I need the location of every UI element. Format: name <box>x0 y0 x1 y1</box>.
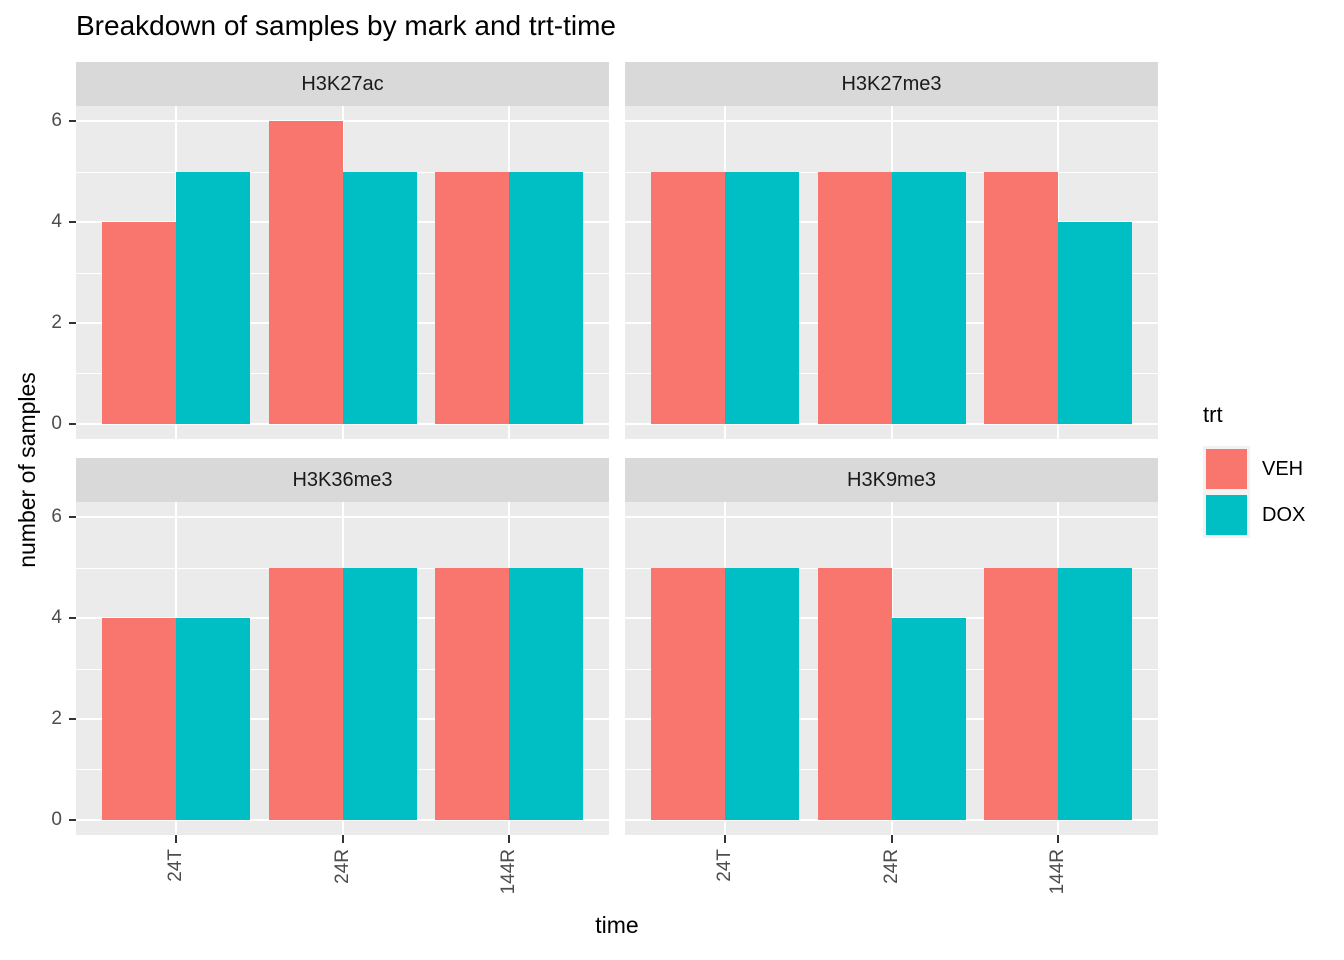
facet-panel-H3K27ac <box>76 106 609 439</box>
y-tick-label: 2 <box>51 311 62 333</box>
legend-entry-dox: DOX <box>1203 492 1305 538</box>
y-tick-label: 2 <box>51 707 62 729</box>
bar-dox-24T <box>175 171 250 424</box>
facet-label: H3K36me3 <box>292 468 393 491</box>
y-tick-mark <box>69 818 76 821</box>
gridline-major <box>625 617 1158 620</box>
facet-panel-H3K36me3 <box>76 502 609 835</box>
bar-veh-144R <box>435 567 510 820</box>
x-tick-label: 24R <box>880 849 902 884</box>
facet-panel-H3K27me3 <box>625 106 1158 439</box>
bar-veh-24R <box>817 171 892 424</box>
bar-veh-144R <box>984 171 1059 424</box>
x-tick-mark <box>174 835 177 843</box>
y-tick-mark <box>69 617 76 620</box>
bar-veh-24R <box>268 567 343 820</box>
y-tick-label: 4 <box>51 211 62 233</box>
gridline-minor <box>625 567 1158 569</box>
x-tick-mark <box>341 835 344 843</box>
facet-strip-H3K27me3: H3K27me3 <box>625 62 1158 106</box>
x-tick-mark <box>508 835 511 843</box>
bar-veh-24T <box>101 618 176 820</box>
x-tick-label: 24T <box>164 849 186 882</box>
legend-key <box>1203 446 1250 492</box>
y-tick-mark <box>69 516 76 519</box>
x-tick-label: 24R <box>331 849 353 884</box>
legend-label: VEH <box>1262 457 1304 480</box>
x-tick-label: 24T <box>713 849 735 882</box>
facet-label: H3K9me3 <box>847 468 936 491</box>
bar-dox-24T <box>724 171 799 424</box>
y-tick-mark <box>69 717 76 720</box>
gridline-major <box>625 120 1158 123</box>
bar-veh-24T <box>650 567 725 820</box>
y-tick-label: 6 <box>51 110 62 132</box>
bar-dox-24R <box>891 171 966 424</box>
bar-veh-24T <box>650 171 725 424</box>
y-tick-label: 6 <box>51 506 62 528</box>
bar-dox-144R <box>1058 567 1133 820</box>
bar-dox-24T <box>175 618 250 820</box>
y-axis-title: number of samples <box>14 372 40 568</box>
x-tick-label: 144R <box>1047 849 1069 895</box>
legend-label: DOX <box>1262 503 1306 526</box>
bar-veh-24T <box>101 222 176 424</box>
legend-keys: VEH DOX <box>1203 446 1305 538</box>
gridline-major <box>76 516 609 519</box>
chart-title: Breakdown of samples by mark and trt-tim… <box>76 10 616 41</box>
bar-dox-144R <box>509 171 584 424</box>
facet-label: H3K27ac <box>301 72 384 95</box>
bar-dox-24R <box>342 567 417 820</box>
bar-dox-24T <box>724 567 799 820</box>
y-tick-label: 0 <box>51 808 62 830</box>
legend-entry-veh: VEH <box>1203 446 1305 492</box>
bar-dox-144R <box>1058 222 1133 424</box>
facet-strip-H3K27ac: H3K27ac <box>76 62 609 106</box>
gridline-major <box>76 120 609 123</box>
legend: trt VEH DOX <box>1203 402 1305 538</box>
bar-dox-24R <box>342 171 417 424</box>
facet-panel-H3K9me3 <box>625 502 1158 835</box>
bar-dox-24R <box>891 618 966 820</box>
facet-strip-H3K9me3: H3K9me3 <box>625 458 1158 502</box>
bar-veh-24R <box>817 567 892 820</box>
x-tick-label: 144R <box>498 849 520 895</box>
y-tick-label: 4 <box>51 607 62 629</box>
bar-veh-24R <box>268 121 343 424</box>
y-tick-mark <box>69 321 76 324</box>
facet-strip-H3K36me3: H3K36me3 <box>76 458 609 502</box>
x-tick-mark <box>1057 835 1060 843</box>
legend-swatch-dox <box>1206 495 1247 535</box>
legend-title: trt <box>1203 402 1223 427</box>
y-tick-mark <box>69 422 76 425</box>
x-tick-mark <box>723 835 726 843</box>
legend-swatch-veh <box>1206 449 1247 489</box>
gridline-major <box>625 516 1158 519</box>
facet-label: H3K27me3 <box>841 72 942 95</box>
bar-dox-144R <box>509 567 584 820</box>
legend-key <box>1203 492 1250 538</box>
y-tick-mark <box>69 120 76 123</box>
y-tick-label: 0 <box>51 412 62 434</box>
x-axis-title: time <box>595 912 639 938</box>
y-tick-mark <box>69 221 76 224</box>
bar-veh-144R <box>435 171 510 424</box>
bar-veh-144R <box>984 567 1059 820</box>
x-tick-mark <box>890 835 893 843</box>
